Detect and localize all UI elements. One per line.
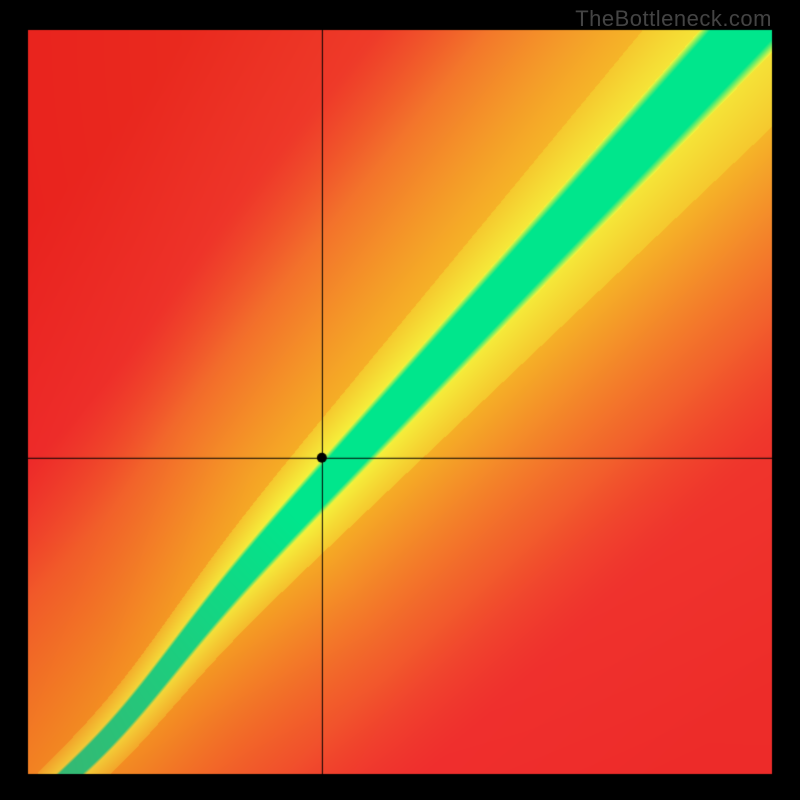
chart-container: TheBottleneck.com <box>0 0 800 800</box>
watermark-text: TheBottleneck.com <box>575 6 772 32</box>
bottleneck-heatmap <box>0 0 800 800</box>
